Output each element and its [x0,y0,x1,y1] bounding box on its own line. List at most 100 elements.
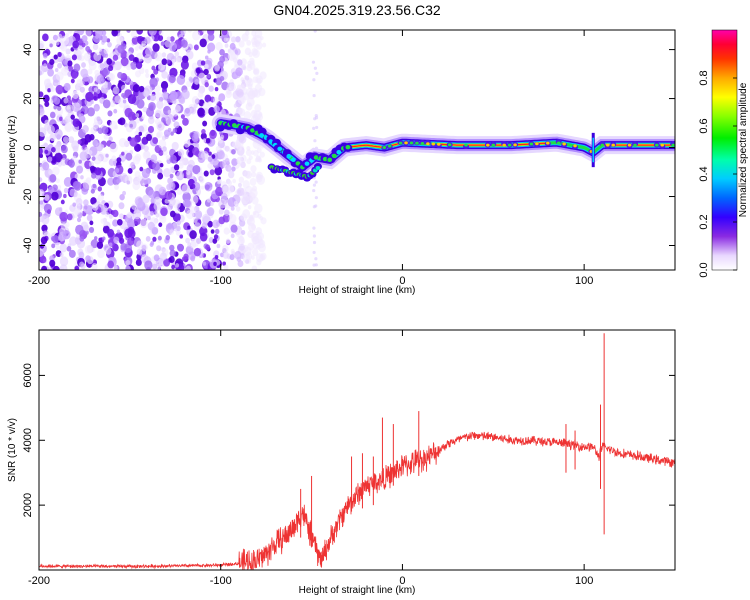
noise-blob [39,91,44,98]
noise-blob [71,90,79,100]
noise-blob [218,33,223,39]
noise-blob [148,189,156,199]
noise-blob [90,126,97,135]
noise-blob [236,156,243,165]
noise-blob [222,261,226,266]
noise-blob [90,188,95,194]
noise-blob [152,161,161,171]
noise-blob [181,184,190,194]
noise-blob [254,104,262,113]
noise-blob [145,133,153,141]
noise-blob [251,255,255,260]
noise-blob [152,43,160,52]
noise-blob [194,142,200,149]
noise-blob [136,99,145,109]
noise-blob [254,203,263,214]
noise-blob [165,234,171,241]
noise-blob [54,106,64,117]
noise-blob [207,42,216,52]
noise-blob [207,163,213,169]
noise-blob [39,70,42,76]
noise-blob [181,256,186,262]
noise-blob [125,152,133,161]
noise-blob [169,249,176,257]
noise-blob [126,30,131,33]
ridge-blob-core [415,141,419,145]
noise-blob [39,127,47,137]
noise-blob [73,181,82,191]
noise-blob [171,58,176,63]
noise-blob [68,136,75,144]
noise-blob [55,244,60,250]
noise-blob [174,51,180,57]
noise-blob [44,101,50,108]
noise-blob [49,174,57,183]
noise-blob [57,62,63,69]
noise-blob [154,196,162,205]
noise-blob [121,92,126,98]
noise-blob [176,225,181,232]
noise-blob [182,199,190,208]
noise-blob [150,240,155,246]
noise-blob [236,144,243,151]
spectrogram-y-tick-label: 20 [22,92,34,104]
noise-blob [185,49,194,59]
noise-blob [118,80,122,85]
noise-blob [85,230,89,235]
noise-blob [136,248,143,256]
noise-blob [49,133,56,142]
spectrogram-x-tick-label: 100 [575,275,593,287]
ridge-blob-core [398,141,403,145]
noise-blob [178,159,185,166]
noise-blob [214,166,223,176]
noise-blob [88,61,97,71]
noise-blob [42,33,49,42]
noise-blob [147,125,155,134]
noise-blob [144,85,153,96]
noise-blob [135,61,143,69]
snr-x-tick-label: 100 [575,575,593,587]
noise-blob [161,117,166,123]
noise-blob [192,147,200,156]
colorbar-tick-label: 0.0 [698,262,710,277]
noise-blob [127,226,135,235]
noise-blob [219,49,225,56]
noise-blob [159,252,167,261]
snr-y-tick-label: 4000 [22,428,34,452]
noise-blob [218,208,224,215]
noise-blob [103,48,109,54]
noise-blob [97,186,103,192]
noise-blob [89,165,96,172]
noise-blob [216,179,221,185]
noise-blob [77,139,82,145]
noise-blob [241,79,246,84]
noise-blob [118,117,126,126]
noise-blob [312,234,316,238]
noise-blob [246,39,252,46]
noise-blob [314,204,318,208]
noise-blob [231,158,238,166]
noise-blob [258,87,266,97]
snr-plot-area [39,330,675,570]
noise-blob [238,40,245,48]
colorbar: 0.0 0.2 0.4 0.6 0.8 Normalized spectral ampl… [698,29,749,278]
noise-blob [46,78,51,83]
noise-blob [44,119,50,126]
noise-blob [42,52,48,59]
noise-blob [193,44,199,51]
noise-blob [312,126,316,131]
noise-blob [80,68,89,78]
colorbar-ticks: 0.0 0.2 0.4 0.6 0.8 [698,70,737,278]
noise-blob [176,187,183,195]
noise-blob [229,49,234,56]
noise-blob [59,264,68,270]
noise-blob [86,214,93,222]
noise-blob [172,128,177,134]
noise-blob [169,210,176,218]
noise-blob [80,175,84,180]
noise-blob [66,105,71,110]
noise-blob [314,263,318,267]
noise-blob [238,108,246,117]
noise-blob [94,30,104,38]
noise-blob [157,123,162,129]
